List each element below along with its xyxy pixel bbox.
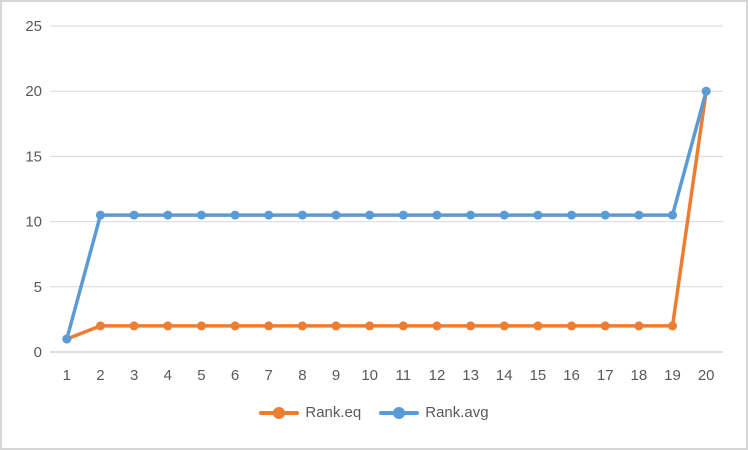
x-tick-label: 20 [698, 367, 715, 384]
x-tick-label: 15 [530, 367, 547, 384]
y-tick-label: 25 [25, 18, 42, 35]
data-point-rank-eq [196, 321, 206, 331]
series-line-rank-avg [65, 89, 708, 341]
data-point-rank-avg [62, 334, 72, 344]
legend-item-rank-eq: Rank.eq [259, 405, 361, 420]
data-point-rank-avg [567, 210, 577, 220]
data-point-rank-eq [163, 321, 173, 331]
data-point-rank-avg [331, 210, 341, 220]
data-point-rank-eq [398, 321, 408, 331]
data-point-rank-avg [95, 210, 105, 220]
x-tick-label: 18 [631, 367, 648, 384]
legend-dot-icon [273, 406, 286, 419]
x-tick-label: 12 [429, 367, 446, 384]
data-point-rank-avg [634, 210, 644, 220]
data-point-rank-eq [331, 321, 341, 331]
legend-marker-rank-eq [259, 406, 300, 419]
legend-item-rank-avg: Rank.avg [379, 404, 489, 421]
data-point-rank-eq [365, 321, 375, 331]
x-tick-label: 2 [96, 367, 104, 384]
x-tick-label: 9 [332, 367, 340, 384]
x-tick-label: 3 [130, 367, 138, 384]
data-point-rank-eq [432, 321, 442, 331]
x-tick-label: 4 [164, 367, 172, 384]
data-point-rank-eq [466, 321, 476, 331]
x-tick-label: 1 [63, 367, 71, 384]
data-point-rank-eq [129, 321, 139, 331]
data-point-rank-avg [398, 210, 408, 220]
x-tick-label: 10 [361, 367, 378, 384]
legend-label-rank-eq: Rank.eq [305, 404, 362, 421]
data-point-rank-avg [264, 210, 274, 220]
data-point-rank-avg [466, 210, 476, 220]
data-point-rank-avg [297, 210, 307, 220]
x-tick-label: 8 [298, 367, 306, 384]
data-point-rank-avg [129, 210, 139, 220]
data-point-rank-eq [533, 321, 543, 331]
legend-label-rank-avg: Rank.avg [425, 404, 489, 421]
y-tick-label: 5 [34, 279, 42, 296]
x-tick-label: 7 [265, 367, 273, 384]
y-tick-label: 10 [25, 214, 42, 231]
x-tick-label: 11 [396, 367, 412, 384]
x-tick-label: 6 [231, 367, 239, 384]
series-line-rank-eq [65, 89, 708, 341]
data-point-rank-eq [297, 321, 307, 331]
data-point-rank-avg [668, 210, 678, 220]
data-point-rank-avg [230, 210, 240, 220]
data-point-rank-eq [634, 321, 644, 331]
data-point-rank-avg [533, 210, 543, 220]
legend-dot-icon [393, 406, 406, 419]
data-point-rank-eq [264, 321, 274, 331]
data-point-rank-avg [600, 210, 610, 220]
data-point-rank-eq [668, 321, 678, 331]
x-tick-label: 19 [664, 367, 681, 384]
chart-legend: Rank.eq Rank.avg [2, 405, 746, 420]
y-tick-label: 0 [34, 344, 42, 361]
y-tick-label: 15 [25, 148, 42, 165]
data-point-rank-eq [230, 321, 240, 331]
y-tick-label: 20 [25, 83, 42, 100]
data-point-rank-avg [499, 210, 509, 220]
legend-marker-rank-avg [379, 406, 420, 419]
data-point-rank-eq [600, 321, 610, 331]
x-tick-label: 5 [197, 367, 205, 384]
data-point-rank-avg [701, 86, 711, 96]
x-tick-label: 13 [462, 367, 479, 384]
x-tick-label: 16 [563, 367, 580, 384]
data-point-rank-eq [567, 321, 577, 331]
data-point-rank-eq [95, 321, 105, 331]
data-point-rank-eq [499, 321, 509, 331]
data-point-rank-avg [163, 210, 173, 220]
x-tick-label: 17 [597, 367, 614, 384]
data-point-rank-avg [365, 210, 375, 220]
x-tick-label: 14 [496, 367, 513, 384]
data-point-rank-avg [432, 210, 442, 220]
data-point-rank-avg [196, 210, 206, 220]
